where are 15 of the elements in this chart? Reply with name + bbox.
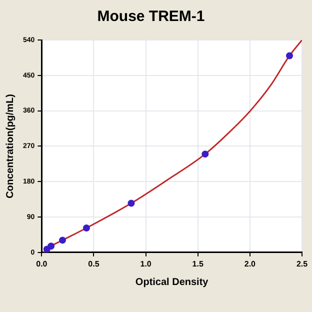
point xyxy=(202,150,209,158)
x-tick-label: 1.5 xyxy=(192,259,204,268)
chart-title: Mouse TREM-1 xyxy=(97,8,205,26)
y-axis-title: Concentration(pg/mL) xyxy=(4,94,16,198)
x-tick-label: 0.0 xyxy=(36,259,48,268)
point xyxy=(128,200,135,207)
x-tick-label: 2.0 xyxy=(244,259,256,268)
x-axis-title: Optical Density xyxy=(135,276,209,288)
x-tick-label: 1.0 xyxy=(140,259,152,268)
point xyxy=(48,242,55,250)
point xyxy=(82,224,90,232)
x-tick-label: 2.5 xyxy=(296,259,308,268)
point xyxy=(286,52,294,60)
x-tick-label: 0.5 xyxy=(88,259,100,268)
point xyxy=(59,236,66,244)
